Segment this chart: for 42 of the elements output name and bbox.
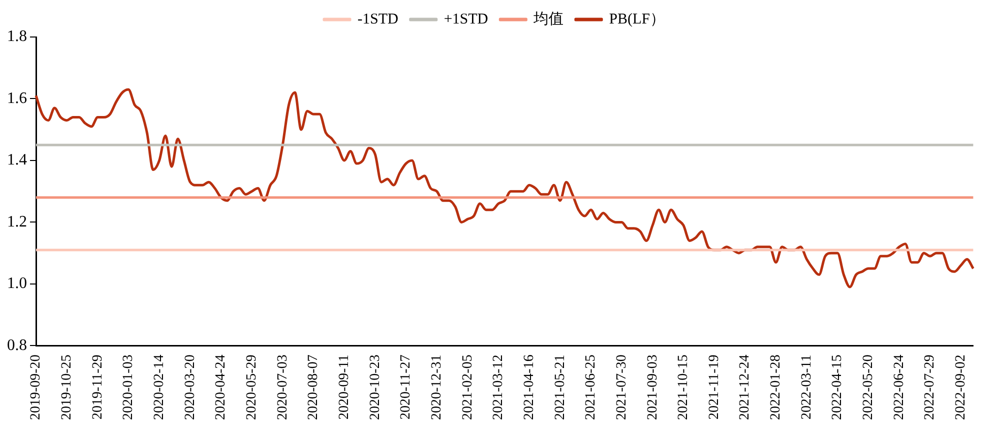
x-tick-label: 2021-03-12 — [491, 354, 506, 420]
y-tick-label: 1.2 — [7, 213, 27, 230]
x-tick-label: 2021-05-21 — [552, 354, 568, 420]
legend-label: -1STD — [358, 11, 399, 28]
x-tick-label: 2020-01-03 — [121, 354, 136, 420]
y-tick-label: 1.6 — [7, 90, 27, 107]
legend-label: 均值 — [532, 10, 564, 28]
x-tick-label: 2022-01-28 — [768, 354, 784, 420]
x-tick-label: 2020-11-27 — [398, 354, 414, 420]
x-tick-label: 2021-10-15 — [676, 354, 692, 420]
x-tick-label: 2021-12-24 — [738, 354, 753, 420]
x-tick-label: 2022-07-29 — [922, 354, 938, 420]
legend-label: PB(LF） — [609, 11, 665, 28]
x-tick-label: 2019-10-25 — [60, 354, 74, 420]
x-tick-label: 2019-09-20 — [28, 354, 44, 420]
x-tick-label: 2020-02-14 — [152, 354, 167, 420]
y-tick-label: 1.0 — [7, 275, 27, 292]
x-tick-label: 2021-09-03 — [645, 354, 660, 420]
x-tick-label: 2021-07-30 — [614, 354, 630, 420]
x-tick-label: 2021-06-25 — [584, 354, 599, 420]
x-tick-label: 2022-06-24 — [892, 354, 907, 420]
x-tick-label: 2021-02-05 — [460, 354, 476, 420]
x-tick-label: 2022-05-20 — [861, 354, 876, 420]
x-tick-label: 2020-10-23 — [368, 354, 383, 420]
x-tick-label: 2021-11-19 — [706, 354, 722, 420]
y-tick-label: 1.8 — [7, 28, 27, 46]
x-tick-label: 2020-08-07 — [306, 354, 322, 420]
x-tick-label: 2020-04-24 — [214, 354, 229, 420]
x-tick-label: 2021-04-16 — [522, 354, 537, 420]
x-tick-label: 2022-09-02 — [954, 354, 969, 420]
x-tick-label: 2020-05-29 — [244, 354, 260, 420]
line-series — [34, 88, 974, 288]
x-tick-label: 2020-09-11 — [336, 354, 352, 420]
x-tick-label: 2022-04-15 — [830, 354, 846, 420]
x-tick-label: 2020-12-31 — [429, 354, 444, 420]
x-tick-label: 2019-11-29 — [90, 354, 106, 420]
x-tick-label: 2020-07-03 — [275, 354, 290, 420]
x-tick-label: 2022-03-11 — [799, 354, 814, 420]
x-tick-label: 2020-03-20 — [182, 354, 198, 420]
y-tick-label: 1.4 — [7, 152, 27, 169]
legend-label: +1STD — [444, 11, 488, 28]
y-tick-label: 0.8 — [7, 336, 27, 354]
